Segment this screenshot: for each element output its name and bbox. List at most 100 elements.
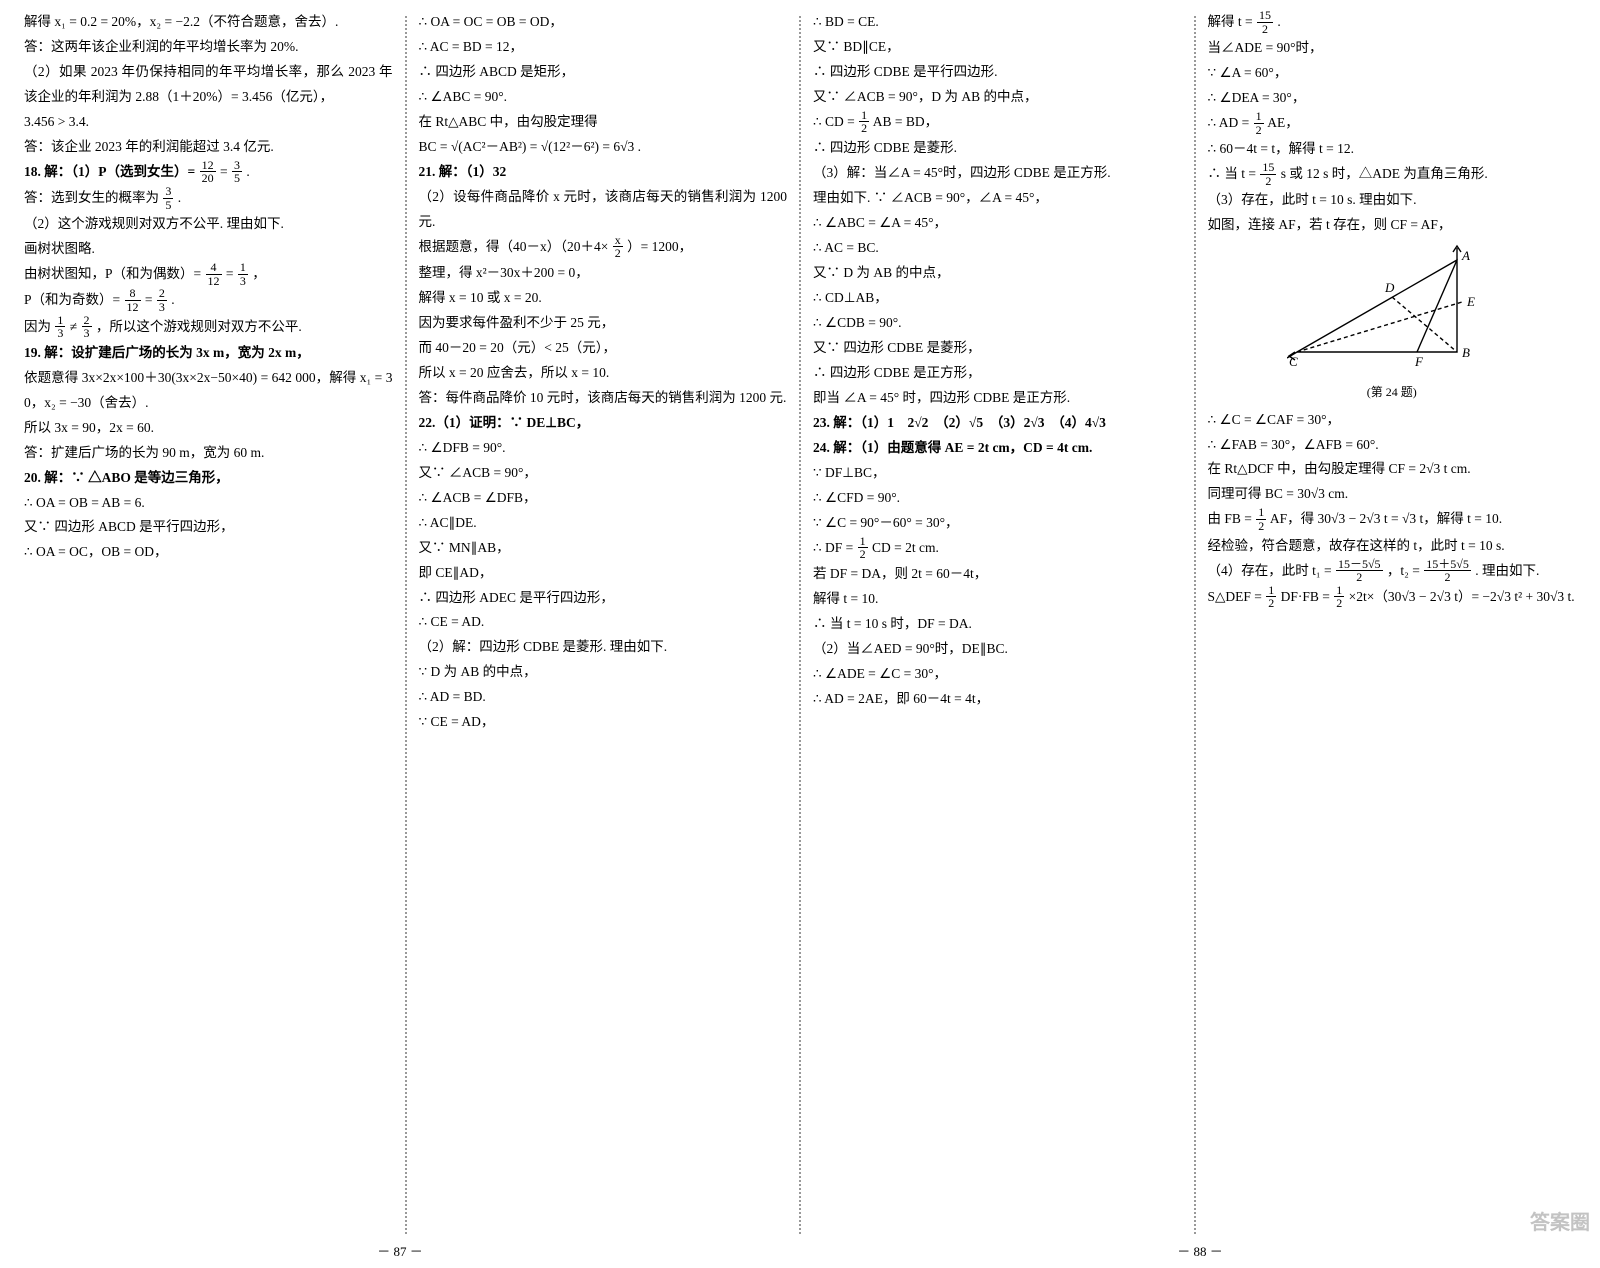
text: ∴ OA = OB = AB = 6.: [24, 491, 393, 516]
text: ，t₂ =: [1387, 563, 1423, 578]
text: ）= 1200，: [627, 239, 692, 254]
text: 当∠ADE = 90°时，: [1208, 36, 1577, 61]
text: 在 Rt△DCF 中，由勾股定理得 CF = 2√3 t cm.: [1208, 457, 1577, 482]
text: 即当 ∠A = 45° 时，四边形 CDBE 是正方形.: [813, 386, 1182, 411]
text: =: [220, 164, 231, 179]
text: ∴ ∠DFB = 90°.: [419, 436, 788, 461]
text: ∴ 四边形 ABCD 是矩形，: [419, 60, 788, 85]
text: s 或 12 s 时，△ADE 为直角三角形.: [1281, 166, 1488, 181]
page-number-left: － 87 －: [0, 1240, 800, 1264]
text: （2）解：四边形 CDBE 是菱形. 理由如下.: [419, 635, 788, 660]
text: ∴ 四边形 CDBE 是菱形.: [813, 136, 1182, 161]
text: ∴ 当 t = 10 s 时，DF = DA.: [813, 612, 1182, 637]
text: . 理由如下.: [1475, 563, 1539, 578]
q24-diagram: A B C D E F (第 24 题): [1208, 242, 1577, 403]
text: S△DEF = 12 DF·FB = 12 ×2t×（30√3 − 2√3 t）…: [1208, 585, 1577, 611]
text: 由树状图知，P（和为偶数）= 412 = 13 ，: [24, 262, 393, 288]
text: 所以 3x = 90，2x = 60.: [24, 416, 393, 441]
fraction: 13: [238, 261, 248, 287]
text: ∴ AC = BC.: [813, 236, 1182, 261]
svg-text:A: A: [1461, 248, 1470, 263]
fraction: 23: [157, 287, 167, 313]
q21: 21. 解：（1）32: [419, 160, 788, 185]
text: ，所以这个游戏规则对双方不公平.: [96, 319, 302, 334]
text: 由 FB =: [1208, 512, 1256, 527]
text: 又∵ 四边形 CDBE 是菱形，: [813, 336, 1182, 361]
page-right: ∴ BD = CE. 又∵ BD∥CE， ∴ 四边形 CDBE 是平行四边形. …: [803, 10, 1586, 1240]
text: ∴ CD⊥AB，: [813, 286, 1182, 311]
text: ∴ OA = OC，OB = OD，: [24, 540, 393, 565]
text: 又∵ ∠ACB = 90°，: [419, 461, 788, 486]
text: 答：选到女生的概率为 35 .: [24, 186, 393, 212]
fraction: 152: [1257, 9, 1273, 35]
fraction: 35: [163, 185, 173, 211]
fraction: x2: [613, 234, 623, 260]
text: ∴ ∠ABC = 90°.: [419, 85, 788, 110]
text: AB = BD，: [873, 114, 938, 129]
text: ∴ BD = CE.: [813, 10, 1182, 35]
fraction: 15－5√52: [1336, 558, 1383, 584]
watermark-badge: 答案圈: [1526, 1210, 1594, 1262]
svg-text:D: D: [1384, 280, 1395, 295]
text: 画树状图略.: [24, 237, 393, 262]
fraction: 1220: [200, 159, 216, 185]
q22: 22.（1）证明：∵ DE⊥BC，: [419, 411, 788, 436]
text: ∴ DF = 12 CD = 2t cm.: [813, 536, 1182, 562]
text: ∴ ∠FAB = 30°，∠AFB = 60°.: [1208, 433, 1577, 458]
text: ∵ DF⊥BC，: [813, 461, 1182, 486]
diagram-caption: (第 24 题): [1208, 381, 1577, 403]
text: ∴ CD = 12 AB = BD，: [813, 110, 1182, 136]
text: ∴ 四边形 CDBE 是正方形，: [813, 361, 1182, 386]
text: ∴ AD = 12 AE，: [1208, 111, 1577, 137]
text: ∴ AD = 2AE，即 60－4t = 4t，: [813, 687, 1182, 712]
text: 依题意得 3x×2x×100＋30(3x×2x−50×40) = 642 000…: [24, 366, 393, 416]
text: 整理，得 x²－30x＋200 = 0，: [419, 261, 788, 286]
text: ∴ ∠ACB = ∠DFB，: [419, 486, 788, 511]
text: 又∵ BD∥CE，: [813, 35, 1182, 60]
column-divider: [405, 16, 407, 1234]
text: ∴ ∠CDB = 90°.: [813, 311, 1182, 336]
text: 又∵ D 为 AB 的中点，: [813, 261, 1182, 286]
text: 答：选到女生的概率为: [24, 190, 162, 205]
fraction: 12: [1254, 110, 1264, 136]
text: 同理可得 BC = 30√3 cm.: [1208, 482, 1577, 507]
text: 答：该企业 2023 年的利润能超过 3.4 亿元.: [24, 135, 393, 160]
text: ∴ ∠DEA = 30°，: [1208, 86, 1577, 111]
text: （4）存在，此时 t₁ = 15－5√52 ，t₂ = 15＋5√52 . 理由…: [1208, 559, 1577, 585]
text: ∴ AD = BD.: [419, 685, 788, 710]
text: ∴ OA = OC = OB = OD，: [419, 10, 788, 35]
text: AF，得 30√3 − 2√3 t = √3 t，解得 t = 10.: [1270, 512, 1502, 527]
text: =: [145, 293, 156, 308]
text: 解得 x₁ = 0.2 = 20%，x₂ = −2.2（不符合题意，舍去）.: [24, 10, 393, 35]
text: ∴ 四边形 ADEC 是平行四边形，: [419, 586, 788, 611]
text: ∴ 60－4t = t，解得 t = 12.: [1208, 137, 1577, 162]
text: 而 40－20 = 20（元）< 25（元），: [419, 336, 788, 361]
text: 答：每件商品降价 10 元时，该商店每天的销售利润为 1200 元.: [419, 386, 788, 411]
page-number-right: － 88 －: [800, 1240, 1600, 1264]
text: 根据题意，得（40－x）（20＋4×: [419, 239, 612, 254]
fraction: 13: [55, 314, 65, 340]
fraction: 23: [82, 314, 92, 340]
page-footer: － 87 － － 88 －: [0, 1240, 1600, 1264]
column-3: ∴ BD = CE. 又∵ BD∥CE， ∴ 四边形 CDBE 是平行四边形. …: [803, 10, 1192, 1240]
text: （4）存在，此时 t₁ =: [1208, 563, 1335, 578]
text: ∵ CE = AD，: [419, 710, 788, 735]
page-divider: [799, 16, 801, 1234]
text: ∴ AD =: [1208, 115, 1253, 130]
column-1: 解得 x₁ = 0.2 = 20%，x₂ = −2.2（不符合题意，舍去）. 答…: [14, 10, 403, 1240]
fraction: 12: [1266, 584, 1276, 610]
text: 因为要求每件盈利不少于 25 元，: [419, 311, 788, 336]
text: 所以 x = 20 应舍去，所以 x = 10.: [419, 361, 788, 386]
q20: 20. 解：∵ △ABO 是等边三角形，: [24, 466, 393, 491]
text: 又∵ 四边形 ABCD 是平行四边形，: [24, 515, 393, 540]
fraction: 152: [1260, 161, 1276, 187]
text: 若 DF = DA，则 2t = 60－4t，: [813, 562, 1182, 587]
text: 3.456 > 3.4.: [24, 110, 393, 135]
column-2: ∴ OA = OC = OB = OD， ∴ AC = BD = 12， ∴ 四…: [409, 10, 798, 1240]
text: ∴ ∠ABC = ∠A = 45°，: [813, 211, 1182, 236]
text: P（和为奇数）=: [24, 293, 124, 308]
q18: 18. 解：（1）P（选到女生）= 1220 = 35 .: [24, 160, 393, 186]
text: （2）如果 2023 年仍保持相同的年平均增长率，那么 2023 年该企业的年利…: [24, 60, 393, 110]
svg-text:C: C: [1289, 354, 1298, 369]
text: ×2t×（30√3 − 2√3 t）= −2√3 t² + 30√3 t.: [1349, 589, 1575, 604]
